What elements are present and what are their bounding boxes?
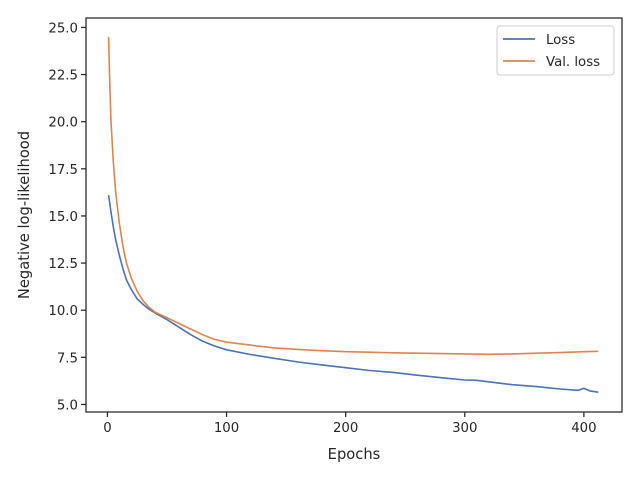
y-tick-label: 5.0 [57,398,78,413]
legend-label-val-loss: Val. loss [546,55,600,70]
y-tick-label: 7.5 [57,351,78,366]
legend: Loss Val. loss [496,25,615,76]
series-line-loss [107,195,599,393]
y-tick-label: 17.5 [48,163,78,178]
x-tick-label: 0 [103,421,111,436]
y-tick-label: 20.0 [48,116,78,131]
x-axis-label: Epochs [328,446,381,463]
x-tick-label: 100 [214,421,239,436]
plot-frame [85,17,623,413]
x-axis: 0 100 200 300 400 [103,412,597,436]
x-tick-label: 200 [333,421,358,436]
series-layer [107,36,599,393]
series-line-val-loss [107,36,599,356]
x-tick-label: 400 [571,421,596,436]
y-tick-label: 10.0 [48,304,78,319]
y-tick-label: 22.5 [48,69,78,84]
y-tick-label: 12.5 [48,257,78,272]
y-axis-label: Negative log-likelihood [16,131,33,299]
y-axis: 5.0 7.5 10.0 12.5 15.0 17.5 20.0 22.5 25.0 [48,21,86,413]
y-tick-label: 25.0 [48,21,78,36]
y-tick-label: 15.0 [48,210,78,225]
x-tick-label: 300 [452,421,477,436]
legend-label-loss: Loss [546,33,575,48]
